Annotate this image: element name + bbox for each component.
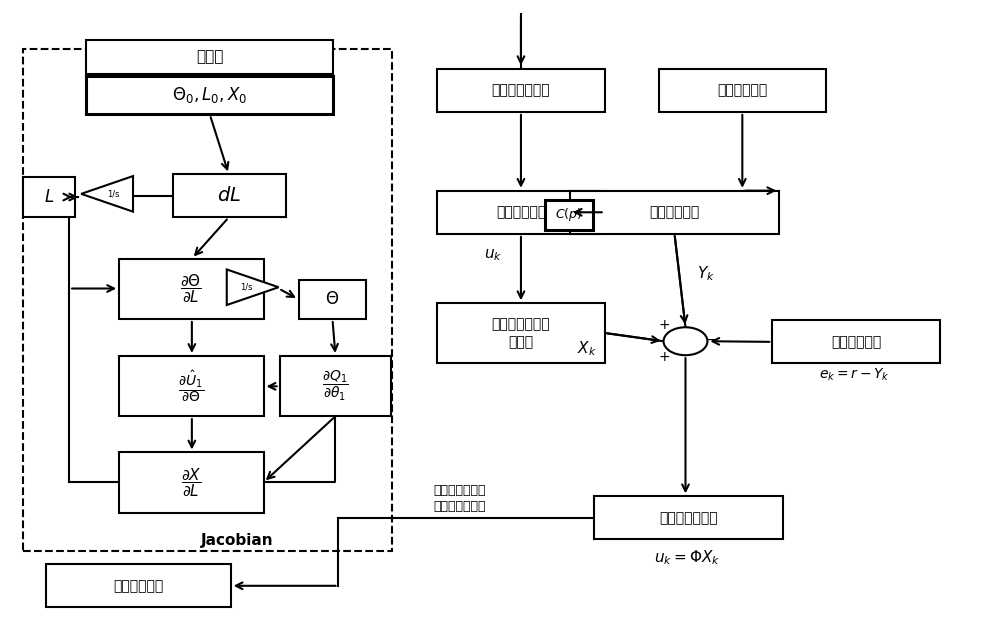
Text: $u_k = \Phi X_k$: $u_k = \Phi X_k$ [654,549,720,567]
Text: 平台测量数据: 平台测量数据 [717,84,767,98]
Text: +: + [659,318,670,332]
Text: $X_k$: $X_k$ [577,339,597,358]
Text: $\Theta_0, L_0, X_0$: $\Theta_0, L_0, X_0$ [172,85,247,105]
Text: $\Theta$: $\Theta$ [325,290,340,308]
Text: 节点量测模型: 节点量测模型 [649,205,700,219]
Bar [772,320,940,364]
Bar [23,49,392,551]
Text: 控制输入变量: 控制输入变量 [496,205,546,219]
Text: 微分运动学模型: 微分运动学模型 [492,84,550,98]
Polygon shape [81,176,133,212]
Text: $L$: $L$ [44,188,54,205]
Text: $C(p)$: $C(p)$ [555,206,582,223]
Text: 目标期望位姿: 目标期望位姿 [113,579,164,593]
Bar [119,258,264,319]
Bar [86,40,333,75]
Text: $u_k$: $u_k$ [484,248,502,263]
Text: 输入参考模型: 输入参考模型 [831,335,881,349]
Bar [280,356,391,416]
Text: $\dfrac{\partial\hat{U}_1}{\partial\Theta}$: $\dfrac{\partial\hat{U}_1}{\partial\Thet… [178,368,204,404]
Bar [437,69,605,112]
Text: 状态反馈控制器: 状态反馈控制器 [659,511,718,525]
Bar [594,496,783,539]
Bar [570,191,779,234]
Text: 1/s: 1/s [107,189,120,198]
Text: 初始化: 初始化 [196,50,223,64]
Bar [437,191,605,234]
Text: 微分运动学离散
化系统: 微分运动学离散 化系统 [492,317,550,350]
Text: 1/s: 1/s [240,283,252,292]
Text: 校准平台规划路
径数据精确定位: 校准平台规划路 径数据精确定位 [434,484,486,512]
Text: −: − [706,333,717,347]
Bar [659,69,826,112]
Text: $\dfrac{\partial Q_1}{\partial\theta_1}$: $\dfrac{\partial Q_1}{\partial\theta_1}$ [322,369,349,403]
Text: +: + [659,350,670,364]
Text: $e_k = r - Y_k$: $e_k = r - Y_k$ [819,367,889,383]
Bar [299,279,366,319]
Bar [86,77,333,114]
Bar [46,564,231,607]
Text: $dL$: $dL$ [217,186,241,205]
Bar [437,303,605,364]
Circle shape [664,327,707,355]
Text: $\dfrac{\partial X}{\partial L}$: $\dfrac{\partial X}{\partial L}$ [181,466,202,499]
Bar [119,356,264,416]
Bar [23,177,75,217]
Bar [119,452,264,513]
Polygon shape [227,269,279,305]
Text: $Y_k$: $Y_k$ [697,264,714,283]
Text: Jacobian: Jacobian [201,533,274,548]
Bar [173,174,286,218]
Text: $\dfrac{\partial\Theta}{\partial L}$: $\dfrac{\partial\Theta}{\partial L}$ [180,272,202,305]
Bar [545,200,593,230]
